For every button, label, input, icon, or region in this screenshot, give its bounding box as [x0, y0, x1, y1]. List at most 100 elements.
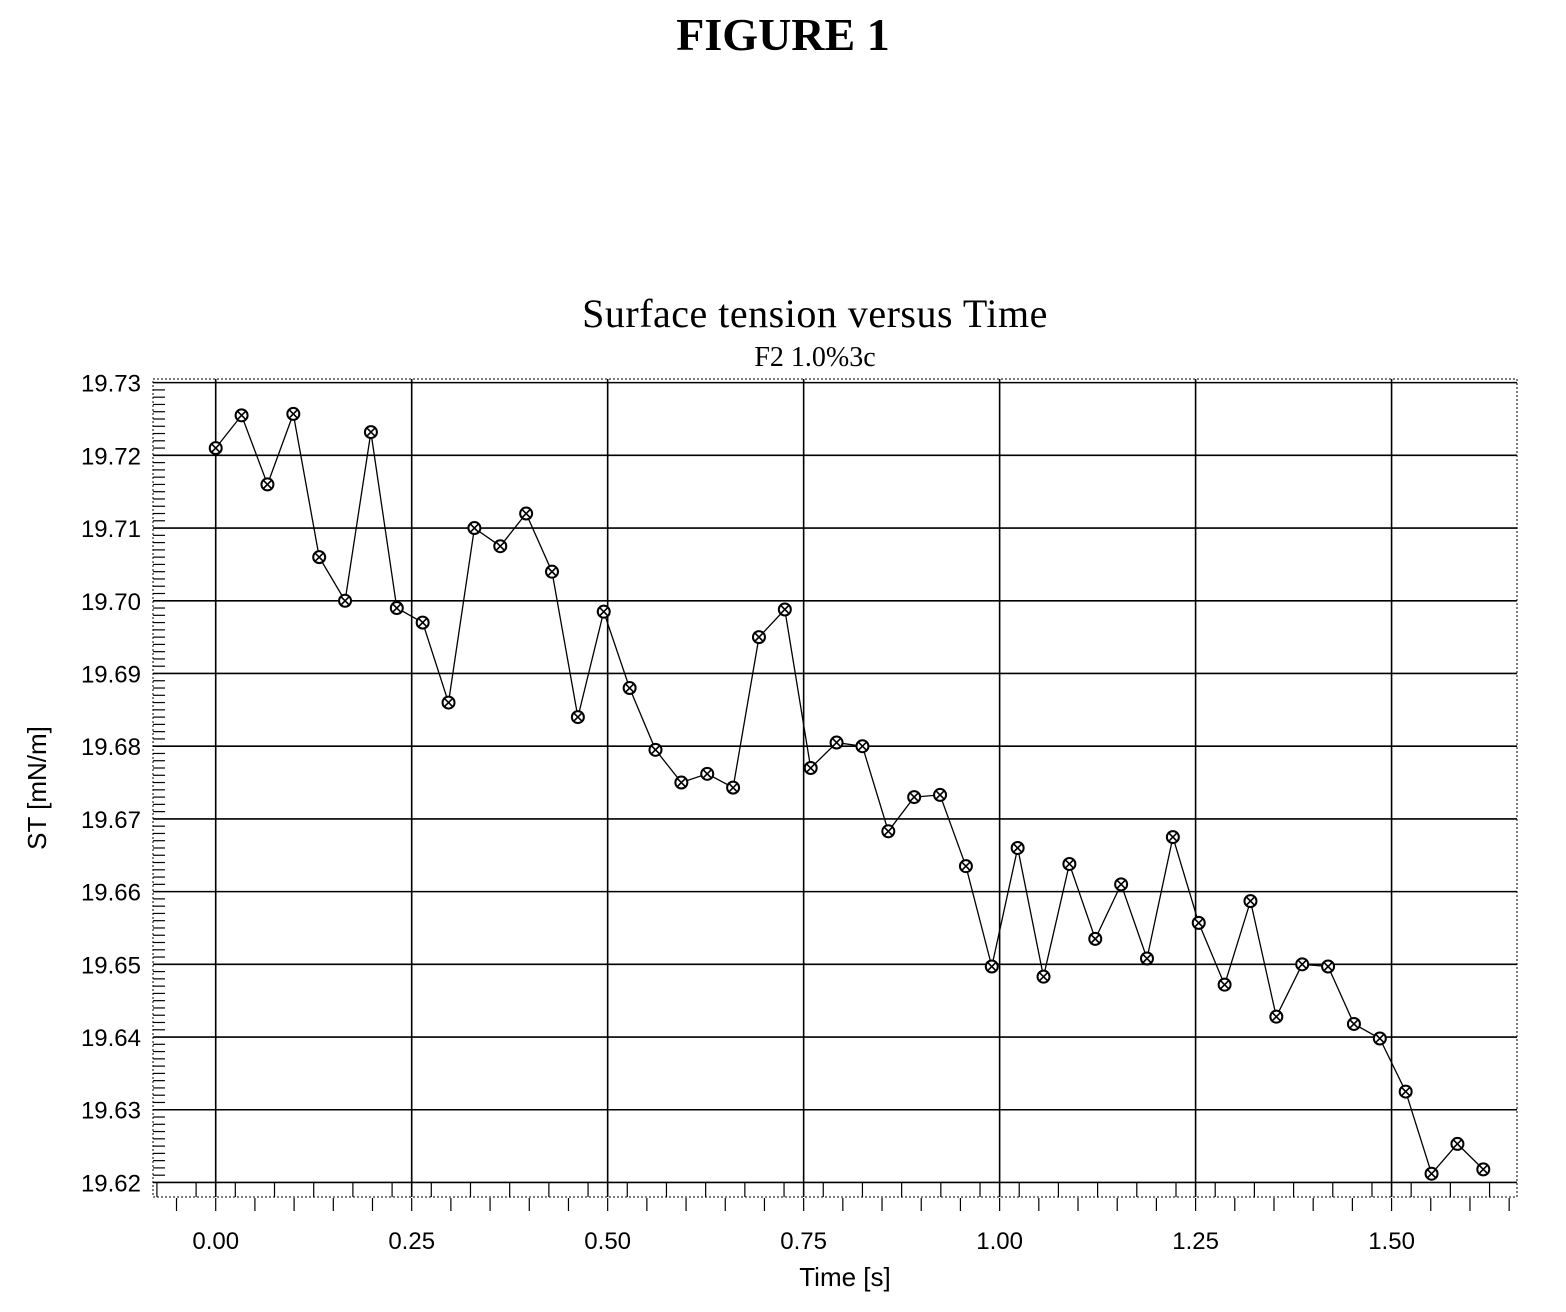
data-point — [1062, 856, 1077, 871]
series — [208, 406, 1491, 1181]
data-point-cross — [780, 604, 790, 615]
data-point-cross — [1452, 1139, 1462, 1149]
data-point-cross — [806, 763, 816, 773]
data-point-cross — [702, 769, 712, 779]
data-point-cross — [469, 523, 479, 533]
data-point — [984, 959, 999, 974]
data-point — [286, 406, 301, 421]
minor-ticks — [153, 389, 1510, 1211]
data-point — [933, 787, 948, 802]
data-point — [1398, 1084, 1413, 1099]
data-point-cross — [314, 552, 324, 562]
data-point — [260, 477, 275, 492]
y-axis-label: ST [mN/m] — [22, 726, 52, 850]
data-point-cross — [961, 861, 971, 871]
y-tick-label: 19.72 — [81, 443, 141, 470]
chart-subtitle: F2 1.0%3c — [754, 342, 876, 373]
data-point — [881, 824, 896, 839]
data-point — [1191, 915, 1206, 930]
data-point — [545, 564, 560, 579]
data-point-cross — [366, 427, 376, 437]
data-point-cross — [521, 508, 531, 519]
x-tick-label: 0.25 — [388, 1228, 435, 1255]
data-point-cross — [495, 541, 505, 551]
data-point-cross — [262, 479, 273, 489]
data-point-cross — [1297, 959, 1307, 969]
data-point — [777, 602, 792, 617]
data-point-cross — [1013, 843, 1023, 853]
data-point — [907, 790, 922, 805]
data-point — [855, 739, 870, 754]
data-point-cross — [728, 783, 738, 793]
data-point-cross — [340, 596, 350, 606]
data-point — [596, 604, 611, 619]
y-tick-label: 19.73 — [81, 371, 141, 398]
data-point-cross — [1220, 980, 1230, 990]
y-tick-label: 19.67 — [81, 807, 141, 834]
data-point — [803, 761, 818, 776]
data-point-cross — [1245, 896, 1256, 906]
y-tick-label: 19.71 — [81, 516, 141, 543]
y-tick-label: 19.69 — [81, 661, 141, 688]
data-point — [441, 695, 456, 710]
data-point-cross — [1349, 1019, 1359, 1029]
data-point — [622, 681, 637, 696]
data-point-cross — [625, 683, 635, 693]
data-point-cross — [211, 443, 221, 453]
data-point-cross — [650, 745, 661, 755]
plot-frame — [152, 378, 1518, 1198]
y-tick-label: 19.62 — [81, 1170, 141, 1197]
x-tick-label: 1.25 — [1172, 1228, 1219, 1255]
data-point-cross — [1401, 1087, 1411, 1097]
x-tick-label: 0.00 — [192, 1228, 239, 1255]
data-point-cross — [237, 410, 247, 420]
data-point-cross — [909, 792, 919, 802]
data-point-cross — [1090, 934, 1100, 944]
data-point — [1450, 1136, 1465, 1151]
data-point — [829, 735, 844, 750]
data-point-cross — [573, 712, 583, 722]
chart-title: Surface tension versus Time — [582, 291, 1048, 336]
data-point — [726, 780, 741, 795]
data-point-cross — [1478, 1164, 1488, 1174]
series-line — [215, 411, 1484, 1176]
data-point — [1243, 894, 1258, 909]
data-point-cross — [392, 603, 402, 613]
figure-title: FIGURE 1 — [676, 9, 890, 60]
y-tick-labels: 19.62 19.63 19.64 19.65 19.66 19.67 19.68 19.69… — [81, 371, 141, 1198]
y-tick-label: 19.66 — [81, 880, 141, 907]
data-point-cross — [1426, 1169, 1437, 1179]
plot-area — [152, 378, 1518, 1198]
data-point — [648, 742, 663, 757]
y-tick-label: 19.70 — [81, 589, 141, 616]
data-point-cross — [1064, 859, 1074, 869]
data-point — [493, 539, 508, 554]
data-point-cross — [418, 618, 428, 628]
x-axis-label: Time [s] — [799, 1262, 890, 1292]
y-tick-label: 19.64 — [81, 1025, 141, 1052]
data-point — [519, 506, 534, 521]
data-point — [570, 710, 585, 725]
x-tick-label: 1.50 — [1368, 1228, 1415, 1255]
data-point-cross — [1194, 918, 1204, 928]
data-point — [338, 593, 353, 608]
data-point-cross — [443, 697, 454, 708]
data-point — [1217, 977, 1232, 992]
data-point — [700, 766, 715, 781]
data-point-cross — [857, 741, 868, 751]
data-point-cross — [1323, 961, 1333, 972]
data-point — [1165, 830, 1180, 845]
data-point-cross — [935, 790, 945, 800]
data-point — [1269, 1009, 1284, 1024]
data-point-cross — [883, 826, 893, 836]
data-point — [1295, 957, 1310, 972]
x-tick-label: 1.00 — [976, 1228, 1023, 1255]
data-point-cross — [599, 607, 609, 617]
y-tick-label: 19.65 — [81, 952, 141, 979]
data-point — [389, 601, 404, 616]
data-point — [1036, 969, 1051, 984]
data-point-cross — [547, 567, 557, 577]
y-tick-label: 19.68 — [81, 734, 141, 761]
data-point-cross — [1375, 1033, 1385, 1044]
